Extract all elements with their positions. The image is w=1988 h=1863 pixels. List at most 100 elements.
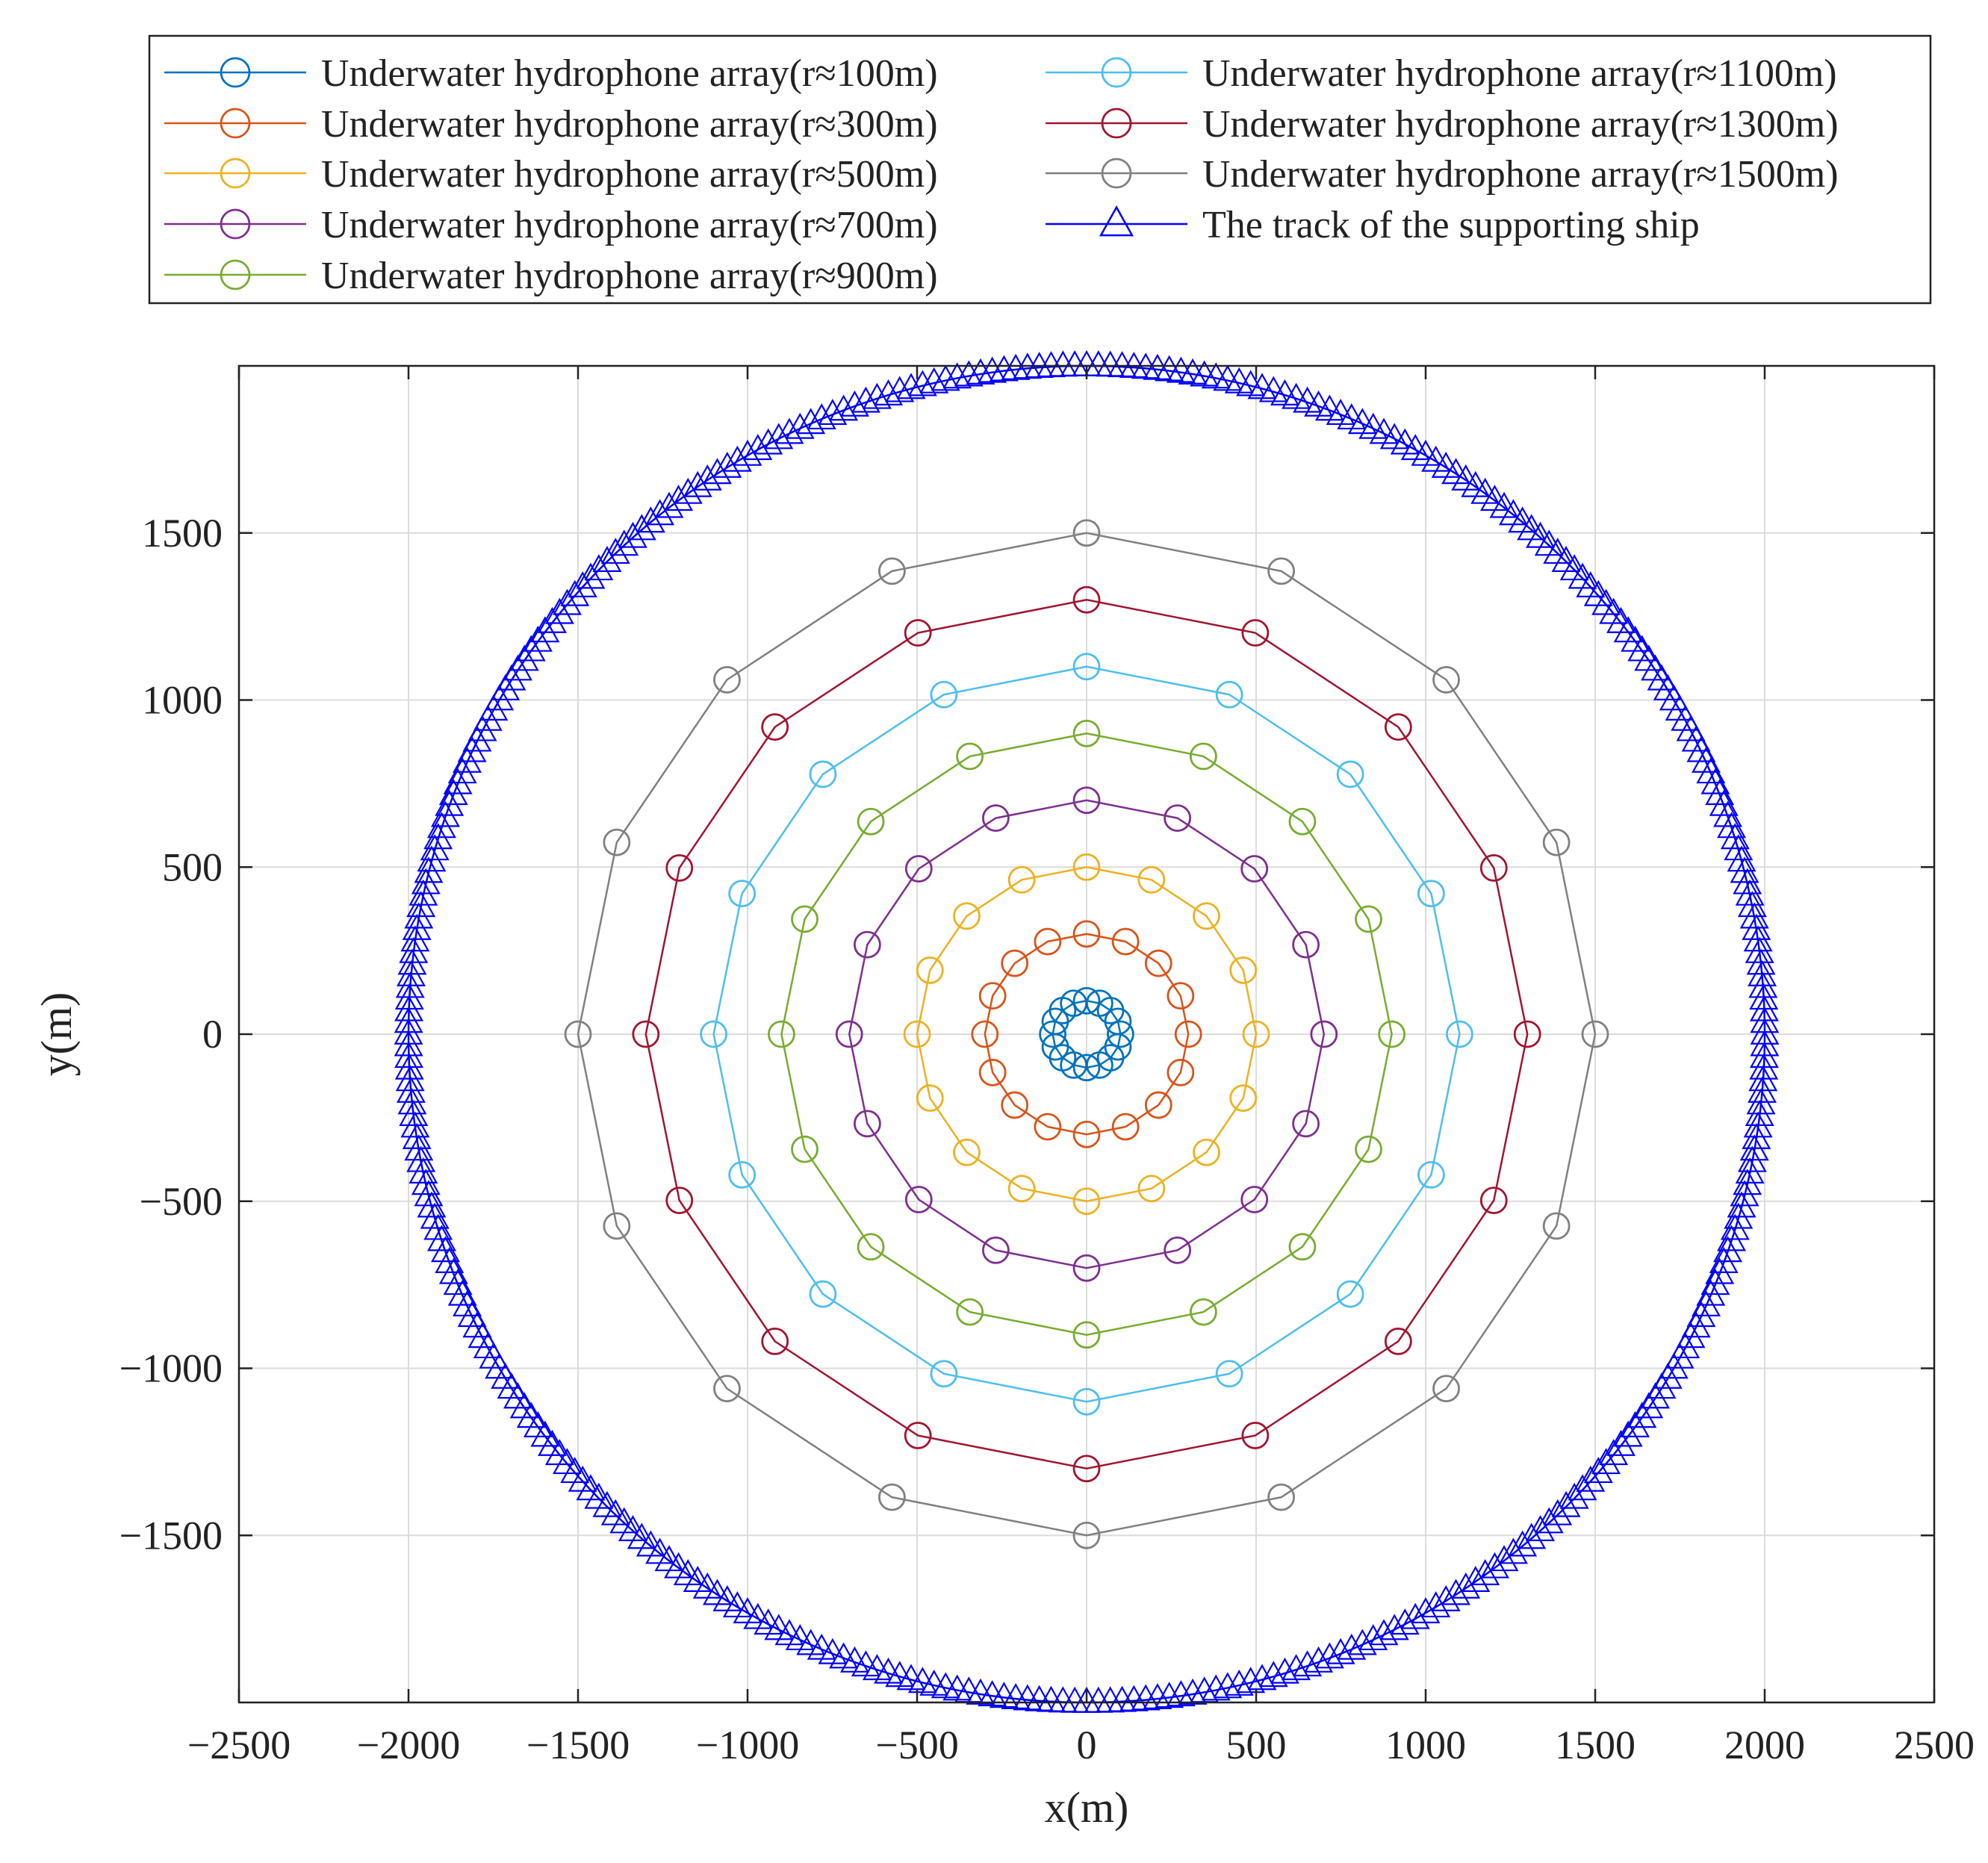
data-point-triangle	[1621, 625, 1650, 652]
data-point-circle	[1336, 760, 1364, 789]
legend-circle-marker	[220, 108, 251, 139]
series	[768, 719, 1405, 1349]
data-point-circle	[978, 1058, 1007, 1086]
legend-item: The track of the supporting ship	[1046, 204, 1700, 246]
data-point-circle	[1107, 1020, 1134, 1048]
data-point-triangle	[1692, 746, 1721, 773]
data-point-triangle	[552, 1448, 582, 1475]
x-tick-label: 1000	[1385, 1723, 1466, 1767]
data-point-circle	[1355, 1135, 1382, 1163]
data-point-circle	[713, 665, 741, 694]
data-point-circle	[1288, 807, 1317, 836]
data-point-triangle	[1517, 514, 1547, 541]
data-point-triangle	[1709, 789, 1739, 816]
data-point-triangle	[785, 412, 815, 439]
data-point-circle	[1288, 1233, 1317, 1261]
legend-circle-marker	[220, 208, 251, 240]
data-point-triangle	[544, 1439, 574, 1466]
data-point-circle	[1479, 853, 1508, 882]
data-point-triangle	[645, 499, 675, 526]
series	[835, 786, 1338, 1282]
data-point-triangle	[664, 485, 694, 511]
data-point-triangle	[919, 367, 949, 394]
data-point-circle	[1240, 1186, 1269, 1213]
data-point-triangle	[862, 382, 892, 409]
data-point-circle	[603, 828, 631, 856]
data-point-triangle	[443, 768, 473, 794]
data-point-circle	[904, 1422, 932, 1449]
data-point-triangle	[733, 439, 762, 466]
data-point-triangle	[1730, 1180, 1759, 1207]
data-point-circle	[904, 855, 933, 883]
data-point-circle	[1072, 1120, 1101, 1148]
data-point-circle	[1215, 680, 1243, 709]
data-point-circle	[791, 1135, 819, 1163]
data-point-triangle	[807, 403, 836, 430]
legend-circle-marker	[1101, 108, 1132, 139]
data-point-triangle	[552, 588, 582, 615]
data-point-circle	[953, 902, 981, 930]
x-tick-label: 1500	[1555, 1723, 1636, 1767]
data-point-triangle	[544, 597, 574, 624]
data-point-triangle	[1748, 971, 1778, 998]
data-point-triangle	[568, 1465, 597, 1492]
data-point-circle	[1072, 1054, 1101, 1082]
data-point-circle	[1039, 1020, 1066, 1048]
data-point-triangle	[1543, 1499, 1573, 1525]
data-point-circle	[1034, 927, 1062, 956]
data-point-circle	[1542, 1212, 1571, 1240]
data-point-triangle	[862, 1654, 892, 1681]
series-line	[577, 532, 1597, 1537]
y-tick-label: 1000	[142, 678, 223, 723]
data-point-circle	[1241, 1422, 1270, 1449]
legend-item: Underwater hydrophone array(r≈300m)	[164, 103, 938, 146]
legend-triangle-marker	[1099, 205, 1134, 237]
data-point-triangle	[1745, 936, 1774, 963]
legend-label: The track of the supporting ship	[1202, 204, 1700, 246]
data-point-circle	[1267, 1483, 1296, 1511]
data-point-triangle	[673, 1558, 703, 1585]
data-point-triangle	[931, 1672, 960, 1699]
data-point-circle	[1378, 1020, 1405, 1048]
data-point-circle	[1242, 1020, 1270, 1048]
data-point-triangle	[576, 562, 606, 589]
data-point-triangle	[1686, 735, 1716, 762]
data-point-triangle	[1733, 1169, 1762, 1195]
data-point-circle	[1229, 956, 1258, 984]
data-point-triangle	[509, 644, 539, 671]
data-point-triangle	[818, 399, 848, 426]
data-point-circle	[904, 619, 932, 647]
data-point-triangle	[1517, 1523, 1547, 1549]
data-point-triangle	[654, 491, 684, 518]
legend-circle-marker	[1101, 57, 1132, 88]
data-point-triangle	[989, 1682, 1019, 1708]
data-point-triangle	[774, 417, 804, 444]
data-point-triangle	[743, 434, 773, 461]
data-point-circle	[1137, 1175, 1166, 1203]
data-point-circle	[1174, 1020, 1202, 1048]
data-point-triangle	[438, 779, 468, 806]
y-tick-label: −1000	[119, 1346, 223, 1391]
data-point-triangle	[896, 1664, 926, 1691]
data-point-triangle	[1748, 1076, 1777, 1103]
data-point-triangle	[1692, 1290, 1721, 1316]
data-point-circle	[700, 1020, 727, 1048]
data-point-circle	[1007, 1175, 1036, 1203]
data-point-triangle	[453, 1290, 482, 1316]
data-point-triangle	[447, 757, 477, 784]
data-point-circle	[1417, 880, 1445, 908]
data-point-triangle	[989, 355, 1019, 382]
data-point-triangle	[1739, 1134, 1769, 1161]
legend-label: Underwater hydrophone array(r≈900m)	[321, 255, 938, 297]
data-point-circle	[1072, 1387, 1101, 1416]
y-tick-label: −500	[140, 1179, 223, 1224]
data-point-triangle	[1717, 1225, 1747, 1251]
data-point-triangle	[1337, 403, 1367, 430]
x-tick-label: −2000	[357, 1723, 460, 1767]
data-point-triangle	[1749, 1053, 1779, 1080]
data-point-circle	[1292, 1110, 1320, 1138]
data-point-circle	[903, 1020, 931, 1048]
legend-label: Underwater hydrophone array(r≈1500m)	[1202, 153, 1839, 196]
data-point-triangle	[683, 470, 712, 497]
data-point-circle	[1292, 930, 1320, 959]
